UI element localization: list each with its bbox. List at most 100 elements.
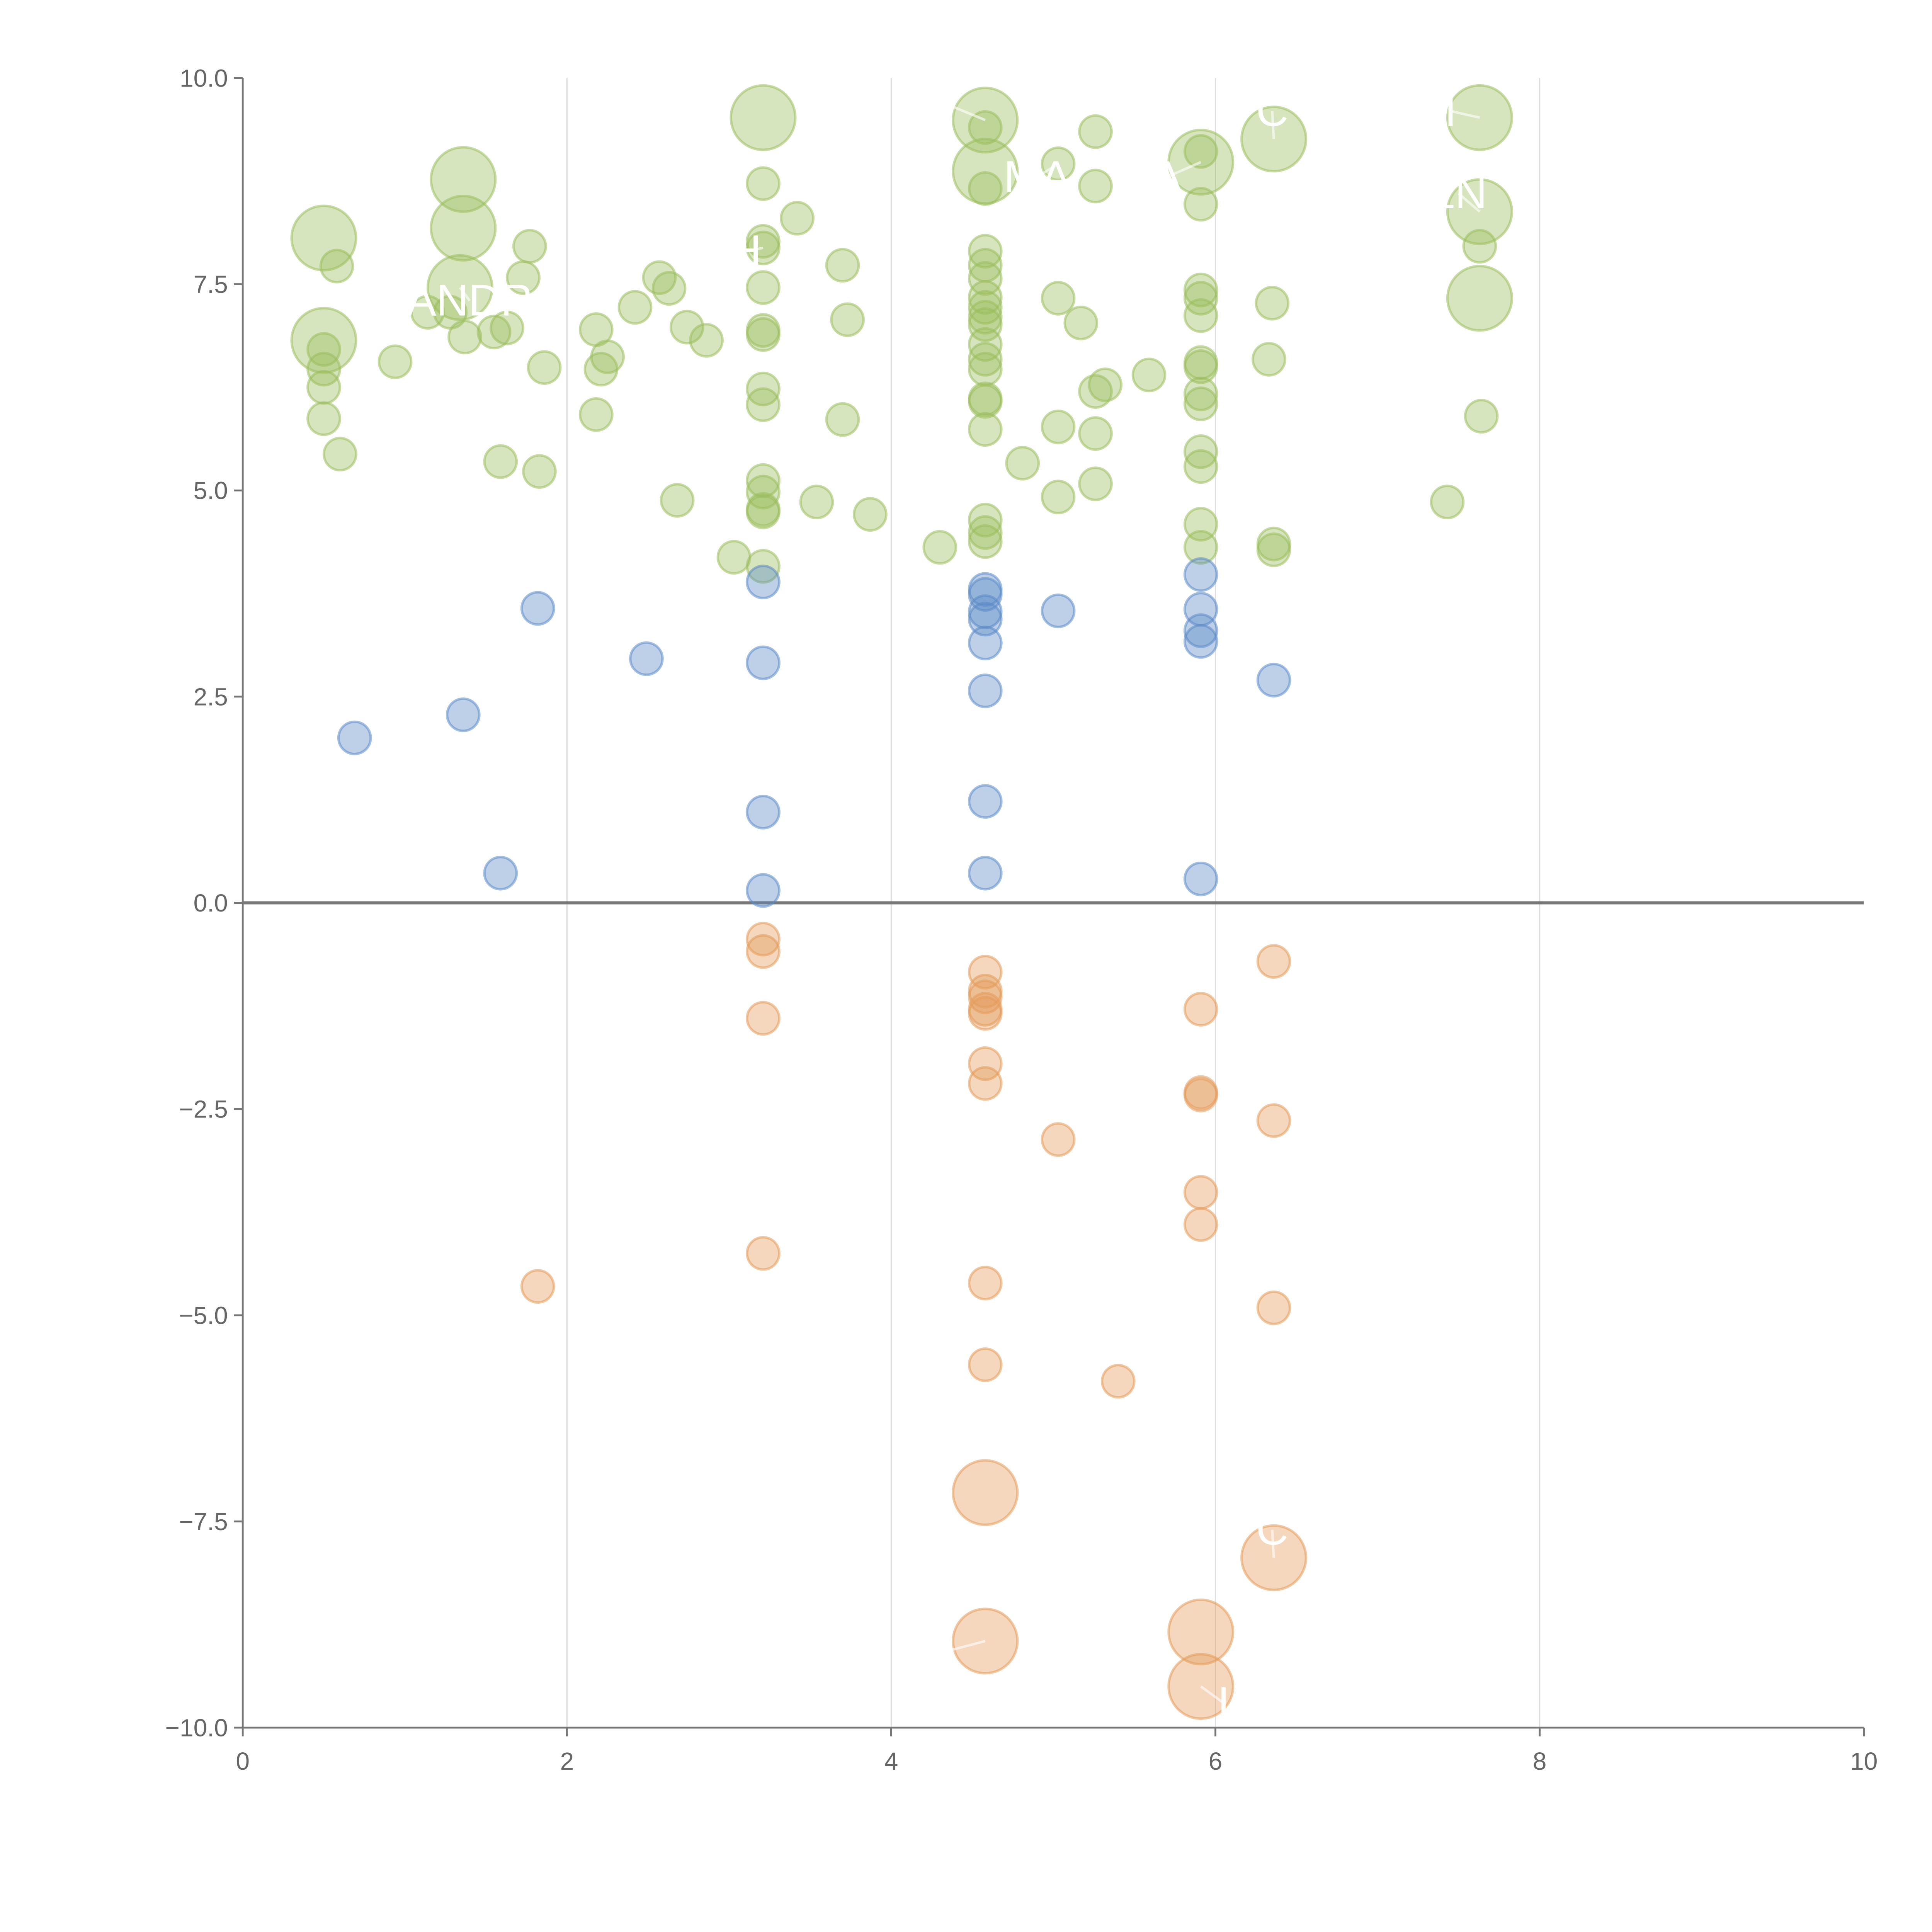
- data-point-high: [1078, 416, 1113, 451]
- data-point-mid: [746, 794, 781, 830]
- data-point-high: [1183, 376, 1218, 412]
- data-point-high: [1078, 374, 1113, 409]
- data-point-high: [746, 387, 781, 422]
- data-point-high: [290, 307, 357, 374]
- data-point-mid: [968, 626, 1003, 661]
- data-point-low: [1256, 1103, 1291, 1138]
- data-point-high: [1183, 298, 1218, 333]
- data-point-high: [1183, 272, 1218, 308]
- data-point-high: [527, 350, 562, 385]
- annotation-label: C: [908, 70, 940, 119]
- data-point-high: [689, 323, 724, 358]
- data-point-high: [825, 402, 860, 437]
- annotation-label: I: [1444, 86, 1457, 136]
- x-tick-label: 8: [1533, 1747, 1547, 1775]
- data-point-mid: [968, 602, 1003, 637]
- data-point-high: [968, 234, 1003, 269]
- data-point-low: [1256, 1290, 1291, 1325]
- data-point-high: [1131, 357, 1167, 393]
- axes: 0 2 4 6 8 10 10.0 7.5 5.0 2.5 0.0 −2.5 −5.0 −7.5 −10.0: [165, 64, 1878, 1775]
- data-point-high: [1183, 449, 1218, 484]
- data-point-high: [830, 302, 865, 337]
- y-tick-label: 10.0: [180, 64, 228, 92]
- data-point-mid: [446, 697, 481, 732]
- data-point-high: [1252, 342, 1286, 377]
- annotation-label: R: [891, 1637, 923, 1686]
- data-point-high: [968, 110, 1003, 145]
- data-point-high: [730, 84, 797, 151]
- annotation-label: LN: [1430, 168, 1487, 218]
- x-tick-label: 0: [236, 1747, 250, 1775]
- data-point-low: [1183, 1175, 1218, 1210]
- data-point-low: [968, 1066, 1003, 1101]
- x-tick-label: 6: [1209, 1747, 1223, 1775]
- data-point-high: [506, 260, 541, 295]
- data-point-high: [968, 327, 1003, 362]
- data-point-high: [642, 260, 677, 295]
- data-point-high: [1088, 367, 1123, 402]
- data-point-high: [1041, 409, 1076, 444]
- data-point-high: [1005, 446, 1040, 481]
- data-point-high: [780, 201, 815, 236]
- data-point-mid: [1183, 624, 1218, 659]
- data-point-high: [660, 483, 695, 518]
- x-tick-label: 2: [560, 1747, 574, 1775]
- annotation-leader-line: [1166, 161, 1202, 179]
- annotation-label: ANDR: [406, 276, 533, 325]
- annotation-label: A: [1152, 152, 1182, 202]
- data-point-low: [1167, 1599, 1235, 1666]
- annotation-leader-line: [923, 93, 986, 121]
- data-point-high: [617, 290, 653, 325]
- data-point-high: [746, 270, 781, 305]
- data-point-low: [746, 1001, 781, 1036]
- data-point-mid: [1183, 557, 1218, 592]
- data-point-high: [306, 352, 341, 387]
- data-point-high: [426, 254, 493, 321]
- data-point-mid: [1256, 663, 1291, 698]
- annotation-leader-line: [1200, 1685, 1225, 1704]
- data-point-high: [1183, 530, 1218, 565]
- y-tick-label: 5.0: [194, 477, 228, 505]
- data-point-high: [290, 204, 357, 272]
- data-point-high: [430, 194, 497, 262]
- data-point-high: [1078, 466, 1113, 502]
- data-point-high: [1078, 168, 1113, 204]
- data-point-mid: [968, 784, 1003, 819]
- data-point-low: [952, 1459, 1019, 1526]
- data-point-low: [746, 934, 781, 969]
- data-point-high: [490, 310, 524, 345]
- data-point-low: [968, 1347, 1003, 1382]
- data-points: [290, 84, 1513, 1720]
- annotation-leader-line: [1036, 163, 1059, 178]
- data-point-high: [1063, 306, 1099, 340]
- data-point-high: [1446, 265, 1513, 332]
- data-point-high: [1430, 485, 1465, 519]
- data-point-low: [1100, 1364, 1136, 1399]
- annotation-label: MA: [1003, 152, 1070, 202]
- data-point-high: [922, 530, 957, 565]
- x-tick-label: 4: [884, 1747, 898, 1775]
- data-point-high: [1462, 229, 1497, 264]
- data-point-high: [716, 540, 752, 575]
- data-point-high: [968, 280, 1003, 315]
- data-point-mid: [1183, 613, 1218, 648]
- data-point-low: [746, 1236, 781, 1271]
- data-point-high: [968, 515, 1003, 550]
- data-point-high: [578, 397, 614, 432]
- data-point-high: [1183, 386, 1218, 421]
- data-point-high: [968, 171, 1003, 206]
- data-point-low: [1183, 1207, 1218, 1242]
- data-point-high: [1041, 480, 1076, 515]
- y-tick-label: −10.0: [165, 1714, 228, 1742]
- data-point-high: [378, 344, 413, 379]
- data-point-high: [447, 320, 482, 355]
- y-tick-label: −5.0: [179, 1301, 228, 1329]
- data-point-mid: [746, 873, 781, 908]
- data-point-high: [306, 401, 341, 436]
- data-point-mid: [483, 855, 518, 891]
- data-point-high: [968, 300, 1003, 335]
- data-point-low: [520, 1269, 555, 1304]
- data-point-high: [1464, 399, 1499, 434]
- data-point-high: [799, 485, 834, 519]
- annotation-label: I: [1217, 1678, 1230, 1728]
